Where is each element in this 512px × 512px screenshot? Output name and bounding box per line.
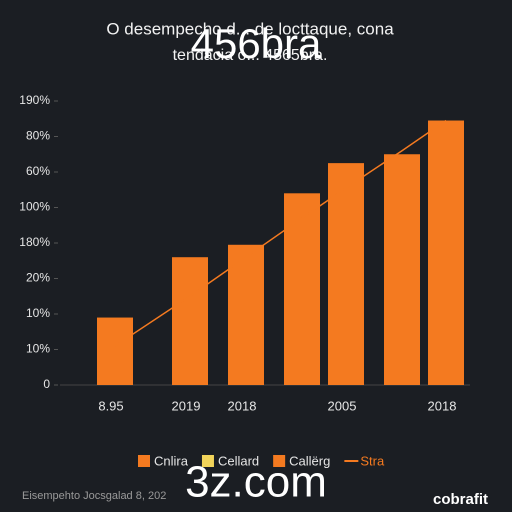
chart-title: O desempecho d... de locttaque, cona	[106, 19, 394, 38]
y-tick-label: 100%	[19, 200, 50, 214]
bar	[228, 244, 264, 385]
x-tick-label: 2018	[428, 398, 457, 413]
y-tick-label: 180%	[19, 235, 50, 249]
watermark: cobrafit	[433, 491, 488, 508]
legend-label: Stra	[360, 453, 385, 468]
bar	[284, 193, 320, 385]
legend-label: Callërg	[289, 453, 330, 468]
x-tick-label: 8.95	[98, 398, 123, 413]
x-tick-label: 2019	[172, 398, 201, 413]
legend-label: Cnlira	[154, 453, 189, 468]
bar	[428, 120, 464, 386]
y-tick-label: 10%	[26, 306, 50, 320]
legend-swatch	[201, 455, 214, 467]
watermark: 456bra	[191, 20, 322, 67]
y-tick-label: 60%	[26, 164, 50, 178]
footnote: Eisempehto Jocsgalad 8, 202	[22, 490, 166, 502]
y-tick-label: 80%	[26, 129, 50, 143]
chart-subtitle: tendácia o... 4565bra.	[173, 47, 328, 64]
trend-line	[114, 119, 447, 347]
bar	[384, 154, 420, 385]
y-tick-label: 20%	[26, 271, 50, 285]
y-tick-label: 10%	[26, 342, 50, 356]
x-tick-label: 2018	[228, 398, 257, 413]
legend-label: Cellard	[218, 453, 259, 468]
y-tick-label: 0	[43, 377, 50, 391]
legend-swatch	[138, 455, 150, 467]
legend-swatch	[273, 455, 286, 467]
bar	[97, 317, 133, 385]
bar	[328, 163, 364, 385]
bar	[172, 257, 208, 385]
y-tick-label: 190%	[19, 93, 50, 107]
x-tick-label: 2005	[328, 398, 357, 413]
